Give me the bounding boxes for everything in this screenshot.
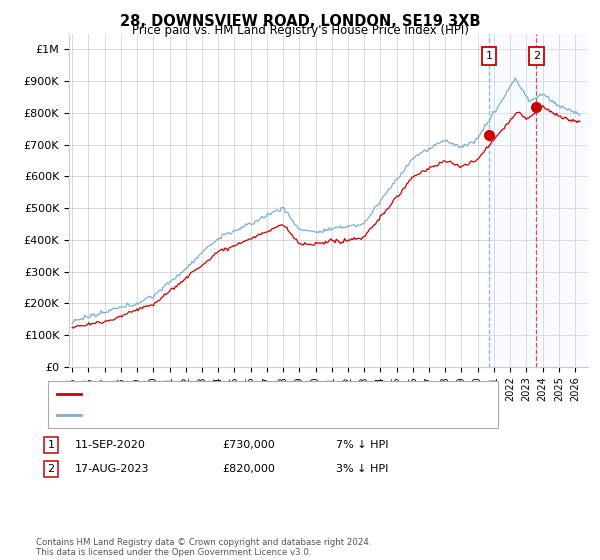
Text: Price paid vs. HM Land Registry's House Price Index (HPI): Price paid vs. HM Land Registry's House … [131, 24, 469, 36]
Text: £820,000: £820,000 [222, 464, 275, 474]
Text: Contains HM Land Registry data © Crown copyright and database right 2024.
This d: Contains HM Land Registry data © Crown c… [36, 538, 371, 557]
Bar [489, 34, 588, 367]
Text: 17-AUG-2023: 17-AUG-2023 [75, 464, 149, 474]
Text: 1: 1 [47, 440, 55, 450]
Text: 7% ↓ HPI: 7% ↓ HPI [336, 440, 389, 450]
Text: £730,000: £730,000 [222, 440, 275, 450]
Text: 11-SEP-2020: 11-SEP-2020 [75, 440, 146, 450]
Text: 1: 1 [485, 51, 493, 61]
Text: 3% ↓ HPI: 3% ↓ HPI [336, 464, 388, 474]
Text: 2: 2 [47, 464, 55, 474]
Text: 2: 2 [533, 51, 540, 61]
Text: HPI: Average price, detached house, Croydon: HPI: Average price, detached house, Croy… [85, 410, 322, 420]
Text: 28, DOWNSVIEW ROAD, LONDON, SE19 3XB (detached house): 28, DOWNSVIEW ROAD, LONDON, SE19 3XB (de… [85, 389, 410, 399]
Text: 28, DOWNSVIEW ROAD, LONDON, SE19 3XB: 28, DOWNSVIEW ROAD, LONDON, SE19 3XB [120, 14, 480, 29]
